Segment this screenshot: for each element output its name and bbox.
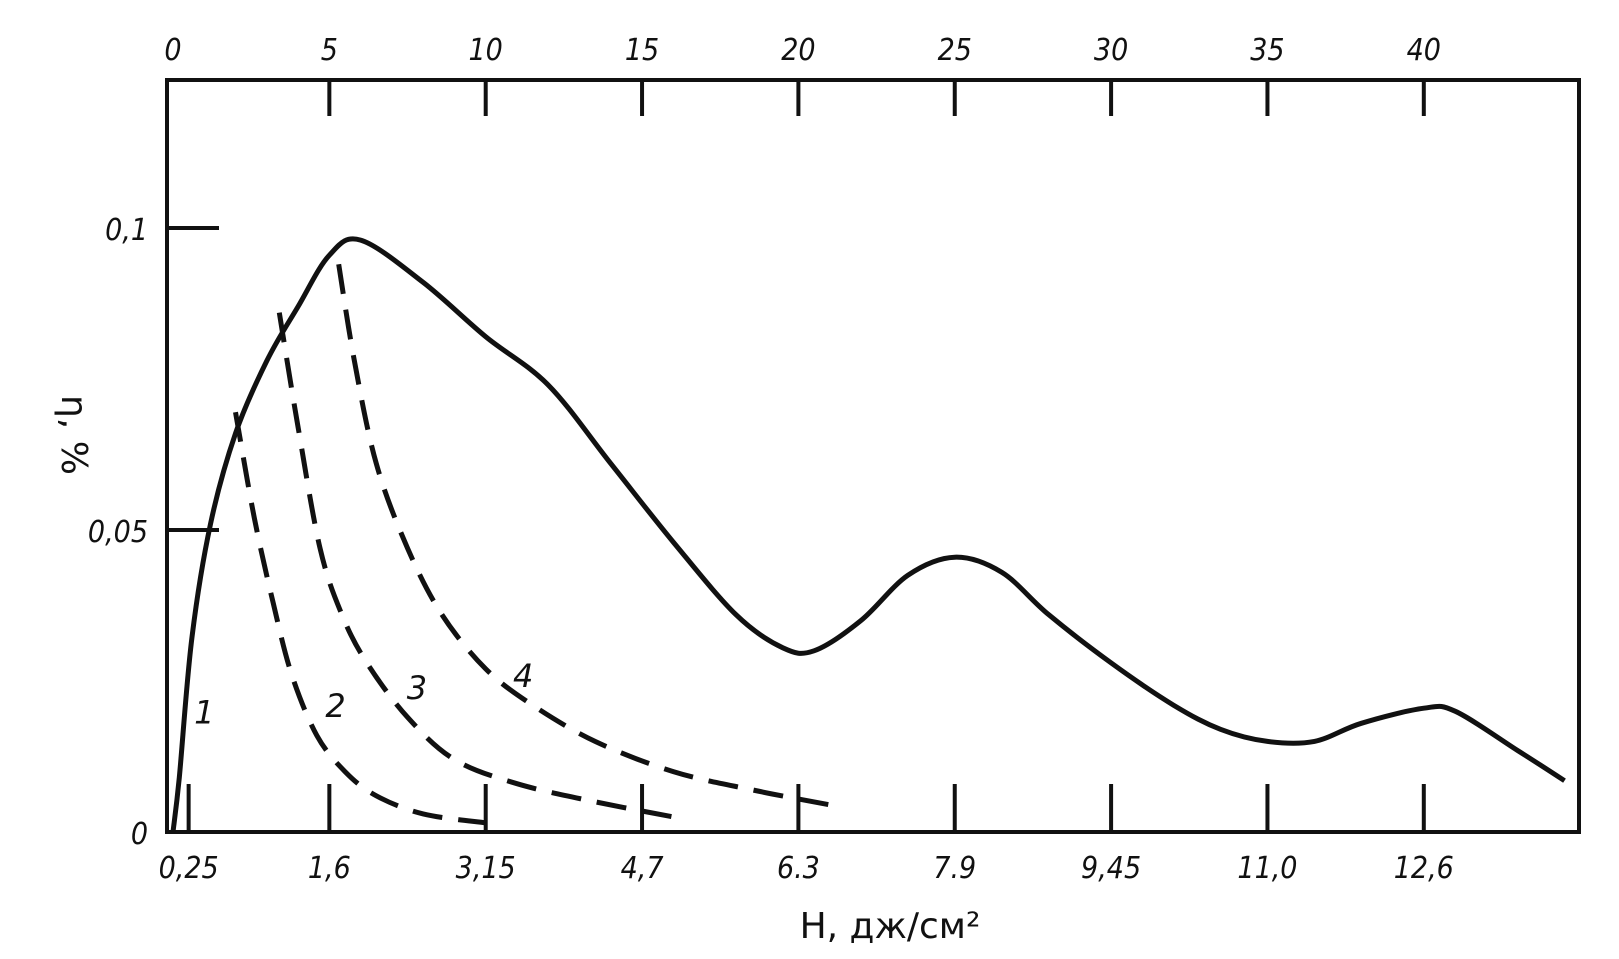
curve-label-2: 2	[325, 687, 345, 725]
curve-label-3: 3	[407, 669, 427, 707]
plot-frame	[165, 78, 1581, 834]
main-curve	[170, 236, 1566, 833]
top-tick-label: 20	[781, 33, 815, 68]
bottom-tick-label: 9,45	[1081, 851, 1141, 886]
dashed-curve-2	[276, 312, 674, 820]
bottom-tick-label: 11,0	[1237, 851, 1297, 886]
bottom-tick-label: 7.9	[933, 851, 976, 886]
y-tick-label: 0	[131, 817, 148, 852]
bottom-tick-label: 0,25	[159, 851, 219, 886]
top-tick-label: 40	[1407, 33, 1441, 68]
tick-labels: 0 5 10 15 20 25 30 35 400,25 1,6 3,15 4,7 6.3 7.9 9,45…	[88, 33, 1454, 886]
axis-ticks	[167, 80, 1426, 832]
curve-labels: 1 2 3 4	[194, 657, 533, 731]
top-tick-label: 5	[321, 33, 338, 68]
dashed-curve-3	[336, 263, 831, 808]
x-axis-title: H, дж/см²	[800, 906, 981, 947]
bottom-tick-label: 12,6	[1394, 851, 1454, 886]
top-tick-label: 35	[1250, 33, 1284, 68]
top-tick-label: 30	[1094, 33, 1128, 68]
y-tick-label: 0,1	[105, 213, 148, 248]
bottom-tick-label: 1,6	[308, 851, 351, 886]
dashed-curve-1	[233, 411, 487, 826]
top-tick-label: 15	[625, 33, 659, 68]
curve-label-4: 4	[513, 657, 533, 695]
curve-label-1: 1	[194, 693, 214, 731]
top-tick-label: 10	[469, 33, 503, 68]
bottom-tick-label: 6.3	[777, 851, 820, 886]
top-tick-label: 0	[164, 33, 181, 68]
bottom-tick-label: 3,15	[456, 851, 516, 886]
curves	[170, 236, 1566, 833]
y-axis-title: η, %	[53, 395, 94, 475]
bottom-tick-label: 4,7	[621, 851, 664, 886]
top-tick-label: 25	[938, 33, 972, 68]
y-tick-label: 0,05	[88, 515, 148, 550]
